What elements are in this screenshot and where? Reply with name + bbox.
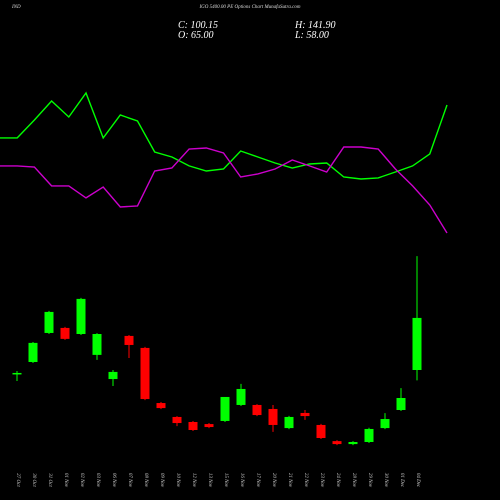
- candle-body: [60, 327, 70, 339]
- candle-body: [268, 408, 278, 425]
- candle-body: [380, 419, 390, 429]
- candle-body: [316, 424, 326, 438]
- x-tick-label: 04 Dec: [415, 473, 420, 488]
- x-tick-label: 03 Nov: [95, 473, 100, 488]
- candle-body: [412, 317, 422, 370]
- x-tick-label: 31 Oct: [47, 473, 52, 487]
- x-tick-label: 21 Nov: [287, 473, 292, 488]
- candle-body: [124, 335, 134, 345]
- x-tick-label: 01 Dec: [399, 473, 404, 488]
- x-tick-label: 07 Nov: [127, 473, 132, 488]
- chart-title-left: IND: [11, 5, 21, 10]
- x-tick-label: 08 Nov: [143, 473, 148, 488]
- candle-body: [364, 428, 374, 442]
- x-tick-label: 02 Nov: [79, 473, 84, 488]
- candle-body: [28, 342, 38, 362]
- x-tick-label: 01 Nov: [63, 473, 68, 488]
- candle-body: [76, 298, 86, 334]
- candle-body: [300, 412, 310, 417]
- close-info: C: 100.15: [178, 20, 218, 31]
- candle-body: [44, 311, 54, 333]
- x-tick-label: 22 Nov: [303, 473, 308, 488]
- candle-body: [140, 347, 150, 400]
- candle-body: [220, 396, 230, 421]
- candle-body: [108, 371, 118, 380]
- x-tick-label: 24 Nov: [335, 473, 340, 488]
- indicator-line: [0, 91, 448, 180]
- candle-body: [252, 404, 262, 416]
- x-tick-label: 30 Nov: [383, 473, 388, 488]
- x-tick-label: 16 Nov: [239, 473, 244, 488]
- x-tick-label: 06 Nov: [111, 473, 116, 488]
- candle-body: [236, 388, 246, 405]
- x-tick-label: 27 Oct: [15, 473, 20, 487]
- x-tick-label: 30 Oct: [31, 473, 36, 487]
- x-tick-label: 29 Nov: [367, 473, 372, 488]
- candle-body: [172, 416, 182, 424]
- x-tick-label: 13 Nov: [207, 473, 212, 488]
- high-info: H: 141.90: [294, 20, 336, 31]
- candle-body: [188, 422, 198, 430]
- candle-body: [396, 398, 406, 410]
- x-tick-label: 12 Nov: [191, 473, 196, 488]
- candle-body: [92, 334, 102, 355]
- x-tick-label: 20 Nov: [271, 473, 276, 488]
- candle-body: [348, 442, 358, 445]
- open-info: O: 65.00: [178, 30, 214, 41]
- indicator-line: [0, 146, 448, 234]
- candle-body: [12, 372, 22, 375]
- x-tick-label: 23 Nov: [319, 473, 324, 488]
- candle-body: [284, 416, 294, 429]
- x-tick-label: 09 Nov: [159, 473, 164, 488]
- x-tick-label: 10 Nov: [175, 473, 180, 488]
- candle-body: [332, 441, 342, 445]
- candle-body: [204, 424, 214, 428]
- x-tick-label: 28 Nov: [351, 473, 356, 488]
- x-tick-label: 17 Nov: [255, 473, 260, 488]
- chart-title: IGO 5400.00 PE Options Chart MunafaSutra…: [199, 5, 301, 10]
- candle-body: [156, 403, 166, 409]
- x-tick-label: 15 Nov: [223, 473, 228, 488]
- low-info: L: 58.00: [294, 30, 329, 41]
